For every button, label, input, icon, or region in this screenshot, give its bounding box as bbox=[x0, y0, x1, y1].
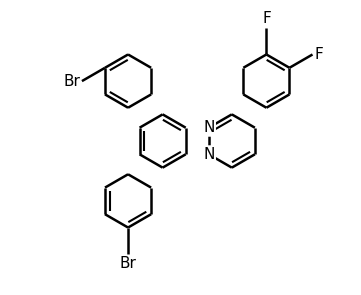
Text: F: F bbox=[314, 47, 323, 62]
Text: Br: Br bbox=[119, 256, 136, 271]
Text: N: N bbox=[203, 147, 214, 162]
Text: F: F bbox=[262, 11, 271, 26]
Text: N: N bbox=[203, 120, 214, 135]
Text: Br: Br bbox=[64, 73, 80, 88]
